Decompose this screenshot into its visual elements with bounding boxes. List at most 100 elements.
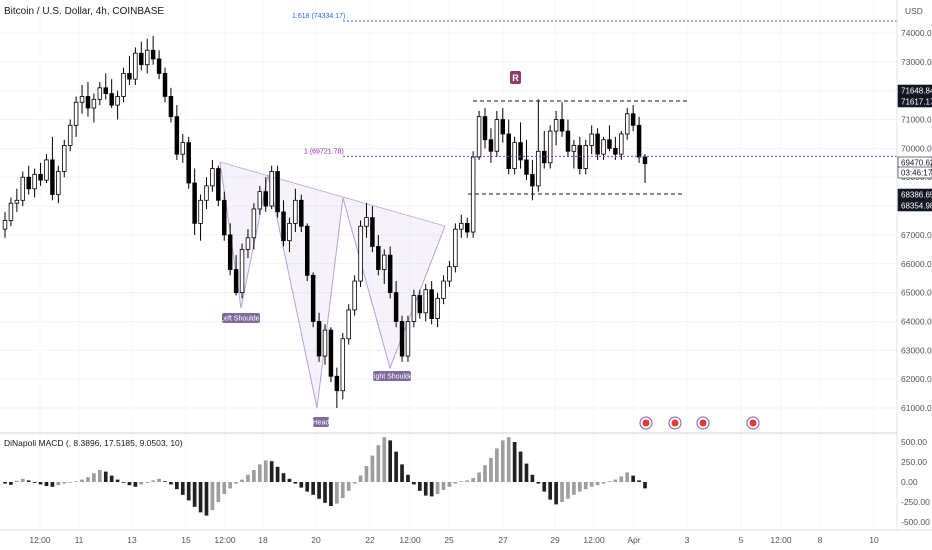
candle-body: [364, 217, 369, 227]
macd-bar: [275, 466, 280, 482]
macd-bar: [471, 478, 475, 482]
macd-bar: [121, 482, 126, 483]
candle-body: [133, 52, 138, 80]
macd-bar: [62, 482, 67, 484]
event-icon-core: [749, 419, 757, 427]
macd-bar: [15, 480, 19, 482]
price-tick-label: 65000.00: [901, 288, 932, 298]
macd-bar: [56, 482, 61, 486]
candle-body: [500, 119, 506, 135]
macd-bar: [518, 451, 523, 482]
price-axis-panel[interactable]: [897, 0, 932, 550]
candle-body: [530, 173, 535, 187]
candle-body: [619, 133, 624, 155]
candle-body: [227, 234, 233, 270]
price-badge-text: 71648.84: [901, 87, 932, 96]
candle-body: [470, 156, 476, 233]
candle-body: [547, 130, 553, 164]
candle-body: [512, 142, 517, 169]
macd-bar: [417, 482, 422, 491]
macd-bar: [263, 460, 268, 482]
time-tick-label: 25: [444, 535, 454, 545]
macd-tick-label: 0.00: [901, 477, 918, 487]
pattern-label-right-shoulder: Right Shoulder: [369, 374, 416, 381]
time-tick-label: 12:00: [399, 535, 421, 545]
macd-bar: [370, 455, 375, 482]
macd-bar: [246, 474, 250, 482]
candle-body: [607, 139, 612, 149]
time-tick-label: 11: [75, 535, 84, 545]
pattern-label-bg: [313, 417, 329, 427]
time-tick-label: 15: [181, 535, 191, 545]
price-badge-text: 68354.98: [901, 202, 932, 211]
candle-body: [44, 159, 49, 181]
candle-body: [216, 168, 221, 201]
macd-bar: [601, 482, 606, 484]
macd-bar: [577, 482, 582, 492]
annotation-layer: 1.618 (74334.17) 1 (69721.78) R Left Should…: [220, 13, 897, 430]
macd-bar: [340, 482, 345, 498]
candle-body: [304, 225, 310, 276]
macd-bar: [459, 481, 464, 482]
macd-legend[interactable]: DiNapoli MACD (, 8.3896, 17.5185, 9.0503…: [4, 438, 183, 448]
candle-body: [577, 145, 583, 169]
candle-body: [642, 156, 648, 165]
macd-bar: [406, 474, 410, 482]
price-badge-text: 68386.65: [901, 191, 932, 200]
macd-bar: [329, 482, 333, 506]
candle-body: [115, 96, 120, 106]
macd-bar: [222, 482, 227, 494]
time-tick-label: 20: [311, 535, 321, 545]
macd-bar: [216, 482, 221, 502]
macd-bar: [257, 464, 262, 482]
macd-bar: [631, 475, 635, 482]
macd-bar: [133, 482, 138, 487]
candle-body: [121, 72, 126, 97]
macd-bar: [613, 479, 618, 482]
candle-body: [156, 58, 162, 74]
candle-body: [299, 199, 304, 227]
macd-bar: [530, 474, 535, 482]
candle-body: [32, 173, 37, 190]
macd-bar: [269, 461, 274, 482]
candle-body: [387, 254, 393, 294]
candle-body: [613, 147, 618, 155]
candle-body: [50, 159, 55, 195]
candle-body: [334, 375, 340, 392]
currency-label[interactable]: USD: [905, 6, 923, 16]
macd-bar: [151, 480, 155, 482]
macd-bar: [323, 482, 327, 503]
macd-bar: [423, 482, 428, 496]
macd-bar: [38, 482, 43, 485]
macd-bar: [625, 472, 630, 482]
macd-bar: [50, 482, 55, 487]
macd-bar: [637, 480, 641, 482]
candle-body: [376, 246, 381, 270]
macd-bar: [109, 475, 114, 482]
macd-bar: [192, 482, 197, 507]
candle-body: [168, 96, 174, 118]
candle-body: [636, 124, 642, 158]
symbol-title[interactable]: Bitcoin / U.S. Dollar, 4h, COINBASE: [4, 6, 164, 17]
candle-body: [293, 199, 298, 224]
macd-bar: [429, 482, 434, 497]
macd-bar: [524, 463, 529, 482]
candle-body: [310, 274, 316, 322]
candle-body: [85, 96, 91, 109]
time-axis-ticks[interactable]: 12:00 11 13 15 12:00 18 20 22 12:00 25 27 29 12:00 Ap…: [29, 535, 879, 545]
candle-body: [210, 168, 215, 187]
macd-bar: [204, 482, 209, 516]
candle-body: [20, 176, 26, 201]
macd-bar: [9, 482, 13, 485]
candle-body: [441, 280, 446, 299]
macd-bar: [210, 482, 215, 510]
candle-body: [542, 150, 547, 164]
macd-bar: [157, 478, 161, 482]
pattern-label-bg: [222, 313, 260, 323]
macd-bar: [583, 482, 588, 490]
time-tick-label: 18: [258, 535, 268, 545]
macd-bar: [382, 437, 387, 482]
candle-body: [316, 321, 322, 357]
